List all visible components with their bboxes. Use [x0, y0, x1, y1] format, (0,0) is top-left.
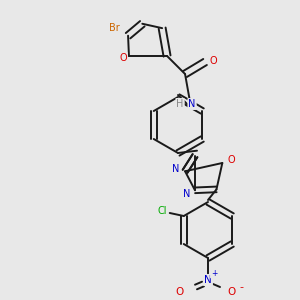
Text: Br: Br: [109, 23, 119, 33]
Text: N: N: [172, 164, 180, 174]
Text: N: N: [188, 99, 196, 109]
Text: N: N: [204, 275, 212, 285]
Text: O: O: [209, 56, 217, 66]
Text: Cl: Cl: [157, 206, 166, 216]
Text: O: O: [119, 53, 127, 63]
Text: -: -: [239, 282, 243, 292]
Text: O: O: [227, 155, 235, 165]
Text: N: N: [183, 189, 191, 199]
Text: H: H: [176, 99, 184, 109]
Text: +: +: [211, 268, 217, 278]
Text: O: O: [228, 287, 236, 297]
Text: O: O: [176, 287, 184, 297]
